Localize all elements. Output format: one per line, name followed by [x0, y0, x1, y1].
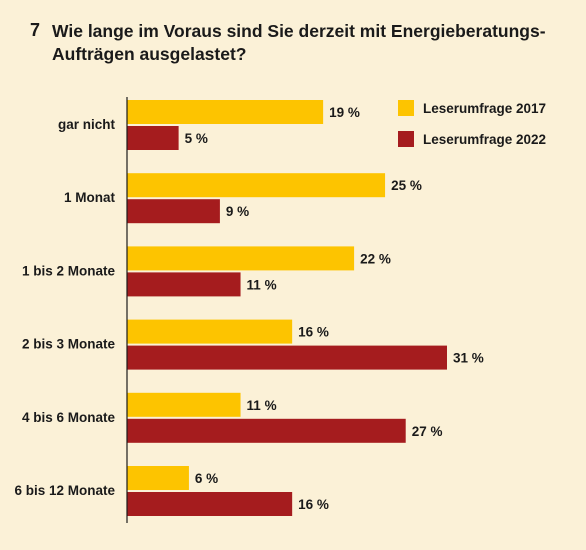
bar [127, 392, 241, 417]
category-label: 1 Monat [64, 190, 116, 205]
legend-label: Leserumfrage 2017 [423, 101, 546, 116]
data-label: 22 % [360, 251, 391, 266]
bar [127, 100, 324, 124]
legend-swatch [398, 131, 414, 147]
data-label: 25 % [391, 178, 422, 193]
data-label: 31 % [453, 351, 484, 366]
data-label: 9 % [226, 204, 249, 219]
data-label: 16 % [298, 325, 329, 340]
bar [127, 319, 293, 344]
data-label: 11 % [247, 398, 277, 413]
data-label: 6 % [195, 471, 218, 486]
bar [127, 492, 293, 516]
category-label: 2 bis 3 Monate [22, 337, 116, 352]
data-label: 5 % [185, 131, 208, 146]
category-label: 1 bis 2 Monate [22, 263, 116, 278]
bar [127, 126, 179, 150]
bar [127, 173, 386, 198]
legend-label: Leserumfrage 2022 [423, 132, 546, 147]
bar [127, 246, 355, 271]
legend-swatch [398, 100, 414, 116]
bar [127, 345, 447, 370]
data-label: 27 % [412, 424, 443, 439]
category-label: gar nicht [58, 117, 116, 132]
question-number: 7 [30, 20, 41, 40]
category-label: 6 bis 12 Monate [14, 483, 115, 498]
bar [127, 272, 241, 297]
data-label: 19 % [329, 105, 360, 120]
bar [127, 466, 189, 490]
chart-title: Wie lange im Voraus sind Sie derzeit mit… [52, 21, 546, 64]
data-label: 11 % [247, 277, 277, 292]
data-label: 16 % [298, 497, 329, 512]
category-label: 4 bis 6 Monate [22, 410, 116, 425]
bar [127, 418, 406, 443]
bar [127, 199, 220, 224]
